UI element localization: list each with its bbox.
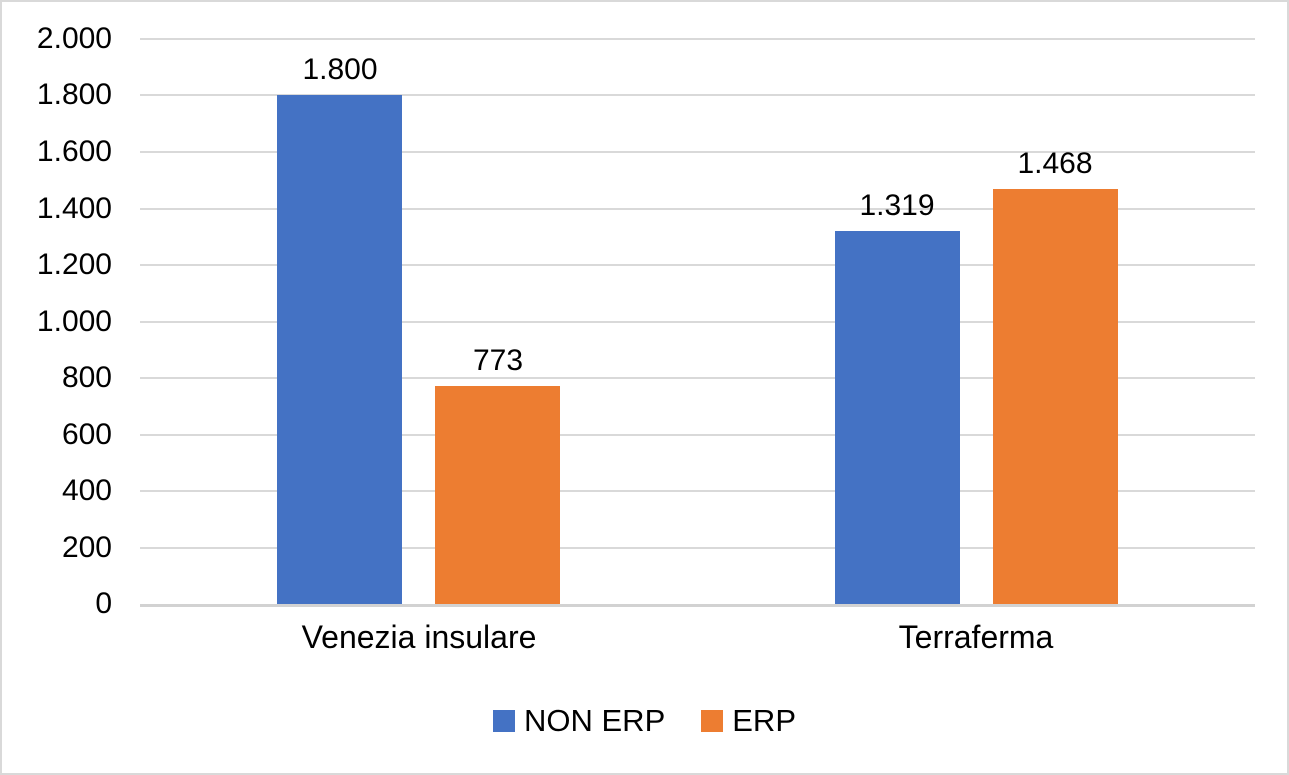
bar-value-label: 773	[472, 344, 524, 377]
category-label-venezia-insulare: Venezia insulare	[301, 619, 537, 655]
gridline	[140, 321, 1255, 323]
y-axis-tick-label: 0	[95, 587, 112, 620]
gridline	[140, 94, 1255, 96]
bar-non-erp-venezia-insulare	[277, 95, 402, 604]
x-axis-line	[140, 604, 1255, 607]
bar-erp-venezia-insulare	[435, 386, 560, 604]
gridline	[140, 377, 1255, 379]
gridline	[140, 490, 1255, 492]
y-axis-tick-label: 800	[61, 361, 112, 394]
legend-swatch-non-erp	[493, 710, 515, 732]
gridline	[140, 547, 1255, 549]
legend-label: ERP	[732, 703, 796, 738]
y-axis-tick-label: 1.200	[36, 248, 112, 281]
legend-label: NON ERP	[524, 703, 666, 738]
y-axis-tick-label: 1.000	[36, 305, 112, 338]
y-axis-tick-label: 2.000	[36, 22, 112, 55]
category-label-terraferma: Terraferma	[898, 619, 1054, 655]
bar-value-label: 1.468	[1017, 147, 1093, 180]
y-axis-tick-label: 200	[61, 531, 112, 564]
bar-value-label: 1.800	[302, 53, 378, 86]
y-axis-tick-label: 1.600	[36, 135, 112, 168]
gridline	[140, 264, 1255, 266]
bar-non-erp-terraferma	[835, 231, 960, 604]
y-axis-tick-label: 400	[61, 474, 112, 507]
y-axis-tick-label: 600	[61, 418, 112, 451]
y-axis-tick-label: 1.800	[36, 78, 112, 111]
legend-item-erp: ERP	[701, 704, 796, 738]
gridline	[140, 38, 1255, 40]
plot-area: 1.800 773 1.319 1.468	[140, 38, 1255, 604]
gridline	[140, 208, 1255, 210]
legend: NON ERP ERP	[2, 704, 1287, 738]
y-axis-tick-label: 1.400	[36, 192, 112, 225]
legend-item-non-erp: NON ERP	[493, 704, 665, 738]
gridline	[140, 151, 1255, 153]
legend-swatch-erp	[701, 710, 724, 732]
gridline	[140, 434, 1255, 436]
bar-value-label: 1.319	[859, 189, 935, 222]
bar-erp-terraferma	[993, 189, 1118, 604]
